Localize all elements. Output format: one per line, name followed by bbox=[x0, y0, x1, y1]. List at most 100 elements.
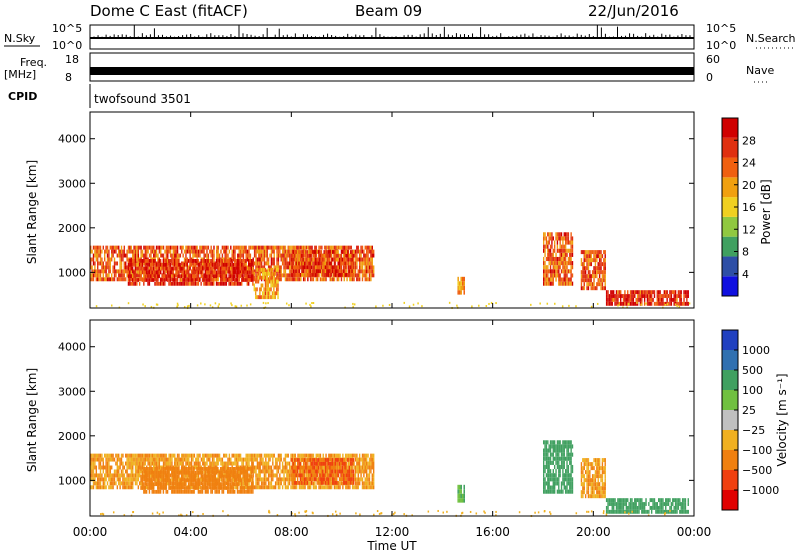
power-cell bbox=[262, 249, 264, 254]
velocity-cell bbox=[251, 477, 253, 482]
power-cell bbox=[563, 265, 565, 270]
velocity-cell bbox=[94, 457, 96, 462]
power-cell bbox=[246, 253, 249, 258]
power-cell bbox=[315, 261, 317, 266]
power-cell bbox=[279, 273, 281, 278]
power-cell bbox=[650, 294, 653, 298]
velocity-cell bbox=[178, 461, 180, 466]
power-cell bbox=[161, 262, 163, 267]
power-cell bbox=[133, 259, 135, 263]
power-cell bbox=[323, 269, 325, 273]
power-cell bbox=[656, 301, 658, 306]
power-cell bbox=[95, 253, 98, 258]
power-cell bbox=[600, 254, 602, 259]
power-cell bbox=[273, 279, 275, 284]
power-cell bbox=[155, 249, 158, 254]
power-cell bbox=[365, 277, 368, 282]
power-cell bbox=[559, 261, 561, 266]
power-cell bbox=[97, 269, 99, 274]
velocity-cell bbox=[367, 477, 369, 482]
power-cell bbox=[650, 297, 653, 302]
velocity-cell bbox=[112, 453, 114, 458]
power-cell bbox=[315, 265, 317, 270]
power-cell bbox=[171, 270, 173, 275]
power-cell bbox=[186, 305, 189, 308]
power-cell bbox=[206, 281, 208, 286]
velocity-cell bbox=[307, 485, 309, 490]
power-cell bbox=[267, 265, 270, 270]
power-cell bbox=[330, 265, 332, 270]
power-cell bbox=[650, 301, 653, 306]
velocity-cell bbox=[145, 478, 148, 483]
power-cell bbox=[597, 282, 599, 287]
power-cell bbox=[182, 262, 184, 267]
power-cell bbox=[551, 252, 553, 257]
velocity-cell bbox=[260, 481, 263, 486]
velocity-cell bbox=[188, 461, 190, 466]
power-cell bbox=[258, 265, 260, 270]
power-cell bbox=[553, 269, 556, 274]
power-cell bbox=[168, 278, 170, 282]
power-cell bbox=[315, 250, 317, 254]
velocity-cell bbox=[171, 467, 173, 471]
velocity-cell bbox=[370, 457, 372, 462]
power-cell bbox=[545, 244, 548, 249]
power-cell bbox=[164, 259, 166, 263]
power-cell bbox=[155, 274, 158, 279]
velocity-cell bbox=[144, 478, 146, 483]
velocity-cell bbox=[276, 461, 278, 466]
velocity-cell bbox=[166, 474, 169, 479]
power-cell bbox=[603, 286, 605, 291]
velocity-cell bbox=[183, 470, 186, 475]
velocity-cell bbox=[302, 485, 305, 490]
velocity-cell bbox=[234, 457, 236, 462]
power-cell bbox=[258, 245, 260, 250]
power-cell bbox=[563, 252, 565, 257]
power-cell bbox=[133, 262, 135, 267]
power-cell bbox=[238, 270, 240, 275]
velocity-cell bbox=[239, 453, 242, 458]
velocity-cell bbox=[266, 485, 268, 490]
power-cell bbox=[548, 240, 550, 245]
power-cell bbox=[333, 250, 335, 254]
power-cell bbox=[232, 253, 235, 258]
power-cell bbox=[159, 270, 162, 275]
velocity-cell bbox=[92, 481, 95, 486]
power-cell bbox=[301, 261, 303, 266]
power-cell bbox=[632, 294, 635, 298]
power-cell bbox=[169, 266, 172, 271]
power-cell bbox=[200, 281, 202, 286]
power-cell bbox=[150, 266, 152, 271]
velocity-cell bbox=[154, 467, 156, 471]
velocity-cell bbox=[283, 469, 285, 474]
velocity-cell bbox=[258, 469, 260, 474]
power-cell bbox=[273, 261, 275, 266]
velocity-cell bbox=[183, 486, 186, 490]
nsearch-tick-top: 10^5 bbox=[706, 22, 736, 35]
velocity-cell bbox=[189, 474, 191, 479]
power-cell bbox=[239, 257, 242, 262]
velocity-cell bbox=[284, 461, 287, 466]
velocity-cell bbox=[105, 485, 107, 490]
power-cell bbox=[106, 277, 109, 282]
power-cell bbox=[652, 290, 654, 295]
velocity-cell bbox=[148, 470, 151, 475]
power-cell bbox=[164, 266, 166, 271]
velocity-cell bbox=[148, 467, 151, 471]
velocity-cell bbox=[151, 453, 154, 458]
power-cell bbox=[619, 297, 622, 302]
power-cell bbox=[660, 297, 663, 302]
power-cell bbox=[290, 265, 292, 270]
power-cell bbox=[238, 245, 240, 250]
power-cell bbox=[277, 283, 279, 288]
velocity-cell bbox=[116, 477, 119, 482]
velocity-cell bbox=[172, 482, 174, 487]
power-cell bbox=[189, 274, 191, 279]
power-cell bbox=[322, 273, 324, 277]
velocity-cell bbox=[356, 461, 358, 466]
power-cell bbox=[194, 278, 197, 282]
velocity-cell bbox=[185, 461, 187, 466]
velocity-cell bbox=[159, 470, 162, 475]
power-cell bbox=[254, 279, 257, 284]
power-cell bbox=[146, 249, 148, 254]
